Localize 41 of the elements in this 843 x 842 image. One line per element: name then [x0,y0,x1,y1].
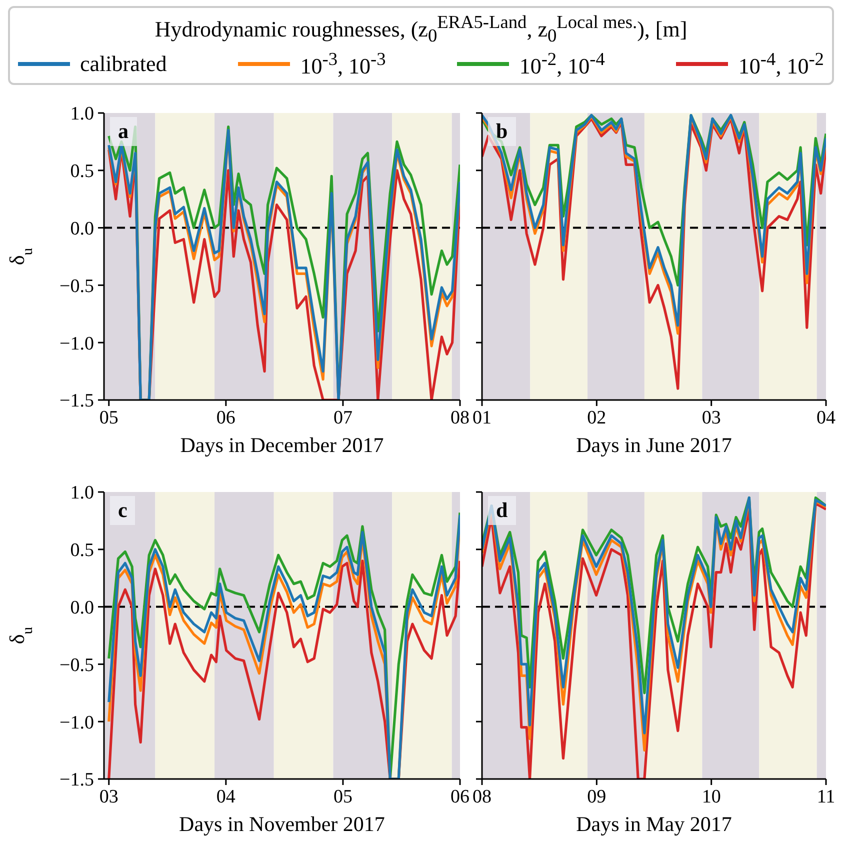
x-tick-label: 09 [587,786,606,808]
x-axis-title: Days in May 2017 [576,812,732,836]
x-tick-label: 01 [472,407,492,428]
y-tick-label: −0.5 [60,276,94,297]
legend-title: Hydrodynamic roughnesses, (z$_{0}$$^{ERA5-Land}$, z$_{0}$$^{Local mes.}$), [m] [154,12,688,47]
x-tick-label: 07 [333,407,352,428]
x-tick-label: 11 [816,786,836,808]
x-tick-label: 08 [472,786,492,808]
y-tick-label: 1.0 [70,104,94,125]
x-axis-title: Days in November 2017 [179,812,385,836]
x-tick-label: 04 [216,786,236,808]
x-axis-title: Days in June 2017 [576,433,732,457]
annotation: a [110,117,136,146]
y-tick-label: 0.5 [70,540,94,562]
annotation: c [110,496,136,525]
legend-label: 10$^{-3}$, 10$^{-3}$ [300,48,386,80]
y-tick-label: 0.0 [70,218,94,240]
x-tick-label: 08 [450,407,470,428]
x-axis-title: Days in December 2017 [180,433,384,457]
legend-label: 10$^{-4}$, 10$^{-2}$ [738,48,824,80]
legend-label: 10$^{-2}$, 10$^{-4}$ [519,48,605,80]
x-tick-label: 03 [99,786,118,808]
x-tick-label: 06 [450,786,470,808]
x-tick-label: 10 [702,786,721,808]
y-tick-label: −1.0 [60,712,94,734]
x-tick-label: 04 [816,407,836,428]
x-tick-label: 05 [99,407,118,428]
y-tick-label: 1.0 [70,482,94,504]
y-tick-label: 0.5 [70,161,94,182]
y-tick-label: 0.0 [70,598,94,619]
annotation: b [488,117,516,146]
y-tick-label: −1.5 [60,390,94,412]
x-tick-label: 02 [587,407,606,428]
x-tick-label: 06 [216,407,236,428]
y-tick-label: −0.5 [60,654,94,676]
y-tick-label: −1.0 [60,333,94,354]
annotation: d [488,496,516,525]
legend-label: calibrated [80,50,167,77]
y-tick-label: −1.5 [60,770,94,791]
x-tick-label: 03 [702,407,721,428]
x-tick-label: 05 [333,786,352,808]
